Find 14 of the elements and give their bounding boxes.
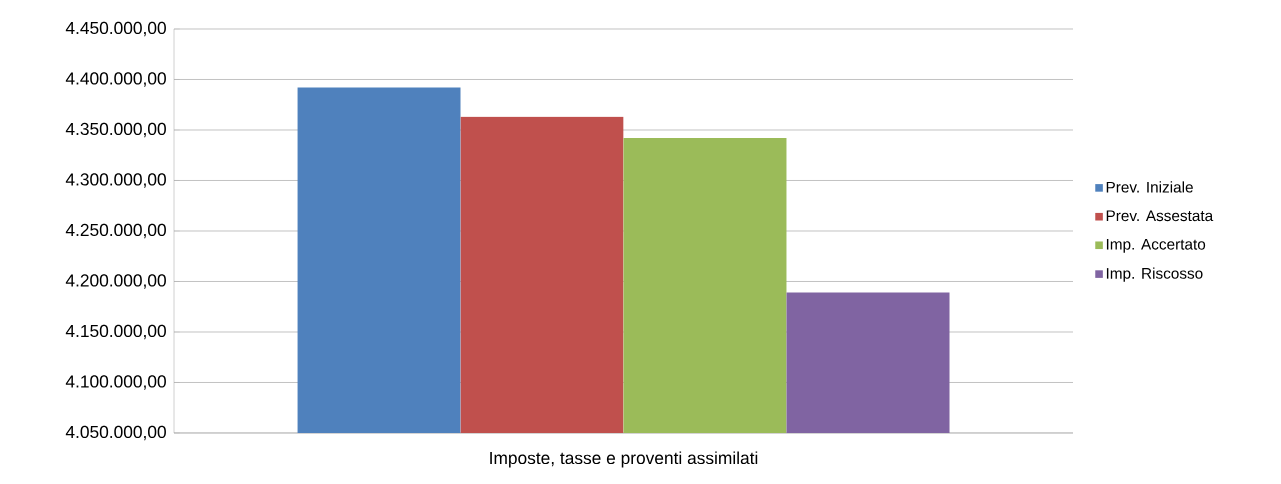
y-tick-label: 4.450.000,00 bbox=[65, 21, 166, 37]
y-tick-label: 4.250.000,00 bbox=[65, 223, 166, 239]
y-tick-label: 4.050.000,00 bbox=[65, 425, 166, 441]
x-tick-label: Imposte, tasse e proventi assimilati bbox=[490, 451, 758, 468]
y-tick-label: 4.150.000,00 bbox=[65, 324, 166, 340]
legend-label: Prev. Assestata bbox=[1106, 210, 1214, 222]
y-tick-label: 4.350.000,00 bbox=[65, 122, 166, 138]
legend-label: Prev. Iniziale bbox=[1106, 181, 1193, 193]
legend-label: Imp. Riscosso bbox=[1106, 267, 1203, 282]
y-tick-label: 4.100.000,00 bbox=[65, 375, 166, 390]
y-tick-label: 4.200.000,00 bbox=[65, 274, 166, 289]
y-tick-label: 4.400.000,00 bbox=[65, 72, 166, 87]
y-tick-label: 4.300.000,00 bbox=[65, 173, 166, 188]
legend-label: Imp. Accertato bbox=[1106, 239, 1206, 253]
